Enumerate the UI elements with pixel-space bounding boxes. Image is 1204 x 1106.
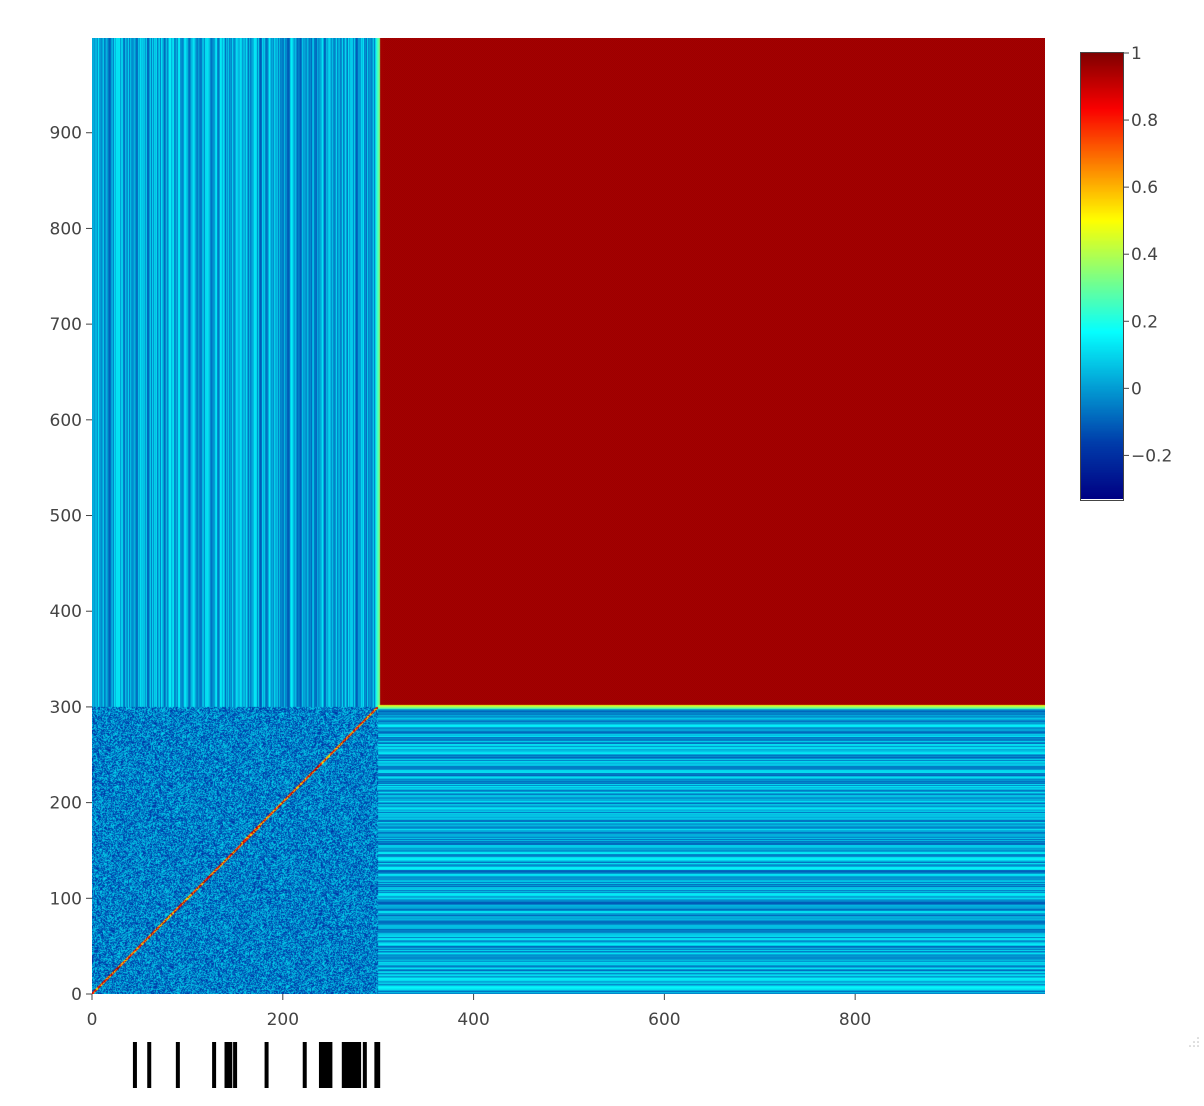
rug-mark <box>212 1042 217 1088</box>
resize-grip-icon[interactable] <box>1186 1034 1200 1048</box>
rug-mark <box>233 1042 238 1088</box>
x-tick-label: 200 <box>267 1010 299 1030</box>
x-tick-label: 800 <box>839 1010 871 1030</box>
rug-mark <box>175 1042 180 1088</box>
rug-mark <box>132 1042 137 1088</box>
rug-mark <box>302 1042 307 1088</box>
y-tick-label: 100 <box>50 889 82 909</box>
x-tick-label: 0 <box>87 1010 98 1030</box>
y-tick-label: 400 <box>50 602 82 622</box>
rug-span <box>320 1042 333 1088</box>
y-tick-label: 500 <box>50 507 82 527</box>
y-tick-label: 900 <box>50 124 82 144</box>
rug-mark <box>147 1042 152 1088</box>
y-tick-label: 800 <box>50 219 82 239</box>
rug-mark <box>362 1042 367 1088</box>
rug-mark <box>224 1042 229 1088</box>
x-axis: 0 200 400 600 800 <box>87 994 871 1030</box>
y-tick-label: 200 <box>50 794 82 814</box>
colorbar-tick-label: 0.4 <box>1131 245 1158 265</box>
colorbar-tick-label: −0.2 <box>1131 446 1172 466</box>
y-tick-label: 0 <box>71 985 82 1005</box>
colorbar-tick-label: 0.8 <box>1131 111 1158 131</box>
colorbar-tick-label: 0.6 <box>1131 178 1158 198</box>
y-tick-label: 300 <box>50 698 82 718</box>
y-axis: 0 100 200 300 400 500 600 700 800 900 <box>50 124 92 1005</box>
rug-marks <box>132 1042 381 1088</box>
colorbar-tick-label: 1 <box>1131 44 1142 64</box>
colorbar-gradient <box>1081 53 1123 499</box>
y-tick-label: 600 <box>50 411 82 431</box>
colorbar-axis: 1 0.8 0.6 0.4 0.2 0 −0.2 <box>1123 44 1172 466</box>
rug-mark <box>264 1042 269 1088</box>
rug-span <box>374 1042 380 1088</box>
colorbar-tick-label: 0.2 <box>1131 312 1158 332</box>
colorbar-frame <box>1080 52 1124 501</box>
x-tick-label: 600 <box>648 1010 680 1030</box>
colorbar-tick-label: 0 <box>1131 379 1142 399</box>
heatmap-plot-area[interactable] <box>92 38 1045 994</box>
x-tick-label: 400 <box>457 1010 489 1030</box>
y-tick-label: 700 <box>50 315 82 335</box>
rug-span <box>341 1042 360 1088</box>
rug-mark <box>228 1042 233 1088</box>
